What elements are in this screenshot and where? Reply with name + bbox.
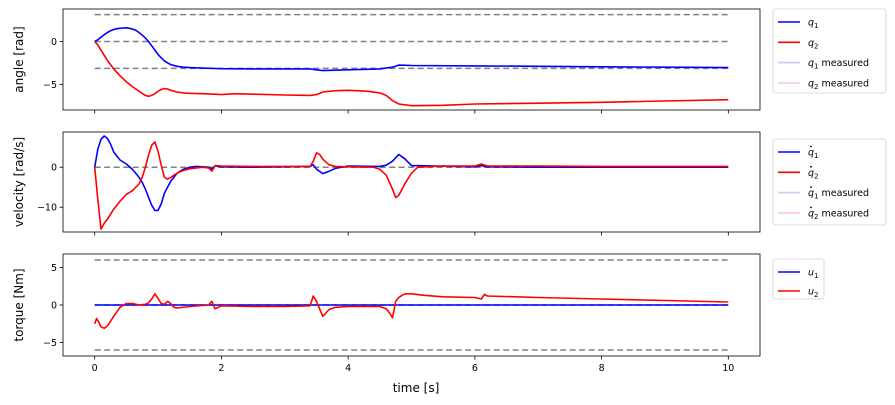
y-tick-label: −5 (43, 80, 57, 91)
y-tick-label: −10 (37, 203, 57, 214)
x-tick-label: 4 (345, 363, 351, 374)
legend-entry-1: q1 (808, 148, 819, 161)
legend-entry-2: q2 (808, 168, 819, 181)
legend-box (772, 138, 887, 226)
series-line-2 (93, 292, 729, 330)
series-line-2 (93, 141, 729, 230)
x-tick-label: 2 (218, 363, 224, 374)
legend-entry-3: q1 measured (808, 58, 869, 71)
legend-entry-4: q2 measured (808, 208, 869, 221)
legend-entry-4: q2 measured (808, 78, 869, 91)
legend-entry-3: q1 measured (808, 188, 869, 201)
legend-box (772, 8, 887, 94)
x-tick-label: 6 (472, 363, 478, 374)
x-tick-label: 8 (599, 363, 605, 374)
legend-entry-1: u1 (808, 268, 819, 281)
legend-dot (810, 165, 812, 168)
y-axis-label: velocity [rad/s] (12, 137, 26, 227)
series-line-2 (94, 40, 729, 107)
axes-frame (62, 8, 761, 111)
x-tick-label: 10 (722, 363, 734, 374)
x-axis-label: time [s] (393, 381, 440, 395)
legend-dot (810, 145, 812, 148)
legend-entry-2: q2 (808, 38, 819, 51)
legend-dot (810, 186, 812, 189)
series-line-1 (94, 26, 729, 72)
legend-dot (810, 206, 812, 209)
y-tick-label: 0 (51, 163, 57, 174)
velocity-subplot: 0 −10 velocity [rad/s] q1 q2 q1 measured q2 me… (12, 131, 887, 236)
y-tick-label: −5 (43, 338, 57, 349)
legend-entry-2: u2 (808, 287, 819, 300)
legend-entry-1: q1 (808, 18, 819, 31)
x-tick-label: 0 (92, 363, 98, 374)
angle-subplot: 0 −5 angle [rad] q1 q2 q1 measured q2 measured (12, 8, 887, 114)
torque-subplot: 0 2 4 6 8 10 5 0 −5 torque [Nm] u1 u2 (12, 253, 825, 374)
legend-box (772, 258, 825, 300)
y-axis-label: angle [rad] (12, 26, 26, 92)
y-tick-label: 5 (51, 263, 57, 274)
y-tick-label: 0 (51, 301, 57, 312)
y-axis-label: torque [Nm] (12, 268, 26, 341)
axes-frame (62, 131, 761, 233)
y-tick-label: 0 (51, 37, 57, 48)
